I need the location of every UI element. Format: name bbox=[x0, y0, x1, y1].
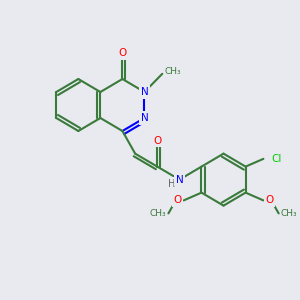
Text: O: O bbox=[173, 195, 182, 206]
Text: N: N bbox=[176, 175, 183, 184]
Text: CH₃: CH₃ bbox=[280, 209, 297, 218]
Text: CH₃: CH₃ bbox=[164, 67, 181, 76]
Text: O: O bbox=[153, 136, 161, 146]
Text: O: O bbox=[266, 195, 274, 206]
Text: N: N bbox=[141, 113, 148, 123]
Text: Cl: Cl bbox=[271, 154, 282, 164]
Text: N: N bbox=[141, 87, 148, 97]
Text: O: O bbox=[118, 48, 127, 58]
Text: H: H bbox=[168, 178, 175, 189]
Text: CH₃: CH₃ bbox=[150, 209, 166, 218]
